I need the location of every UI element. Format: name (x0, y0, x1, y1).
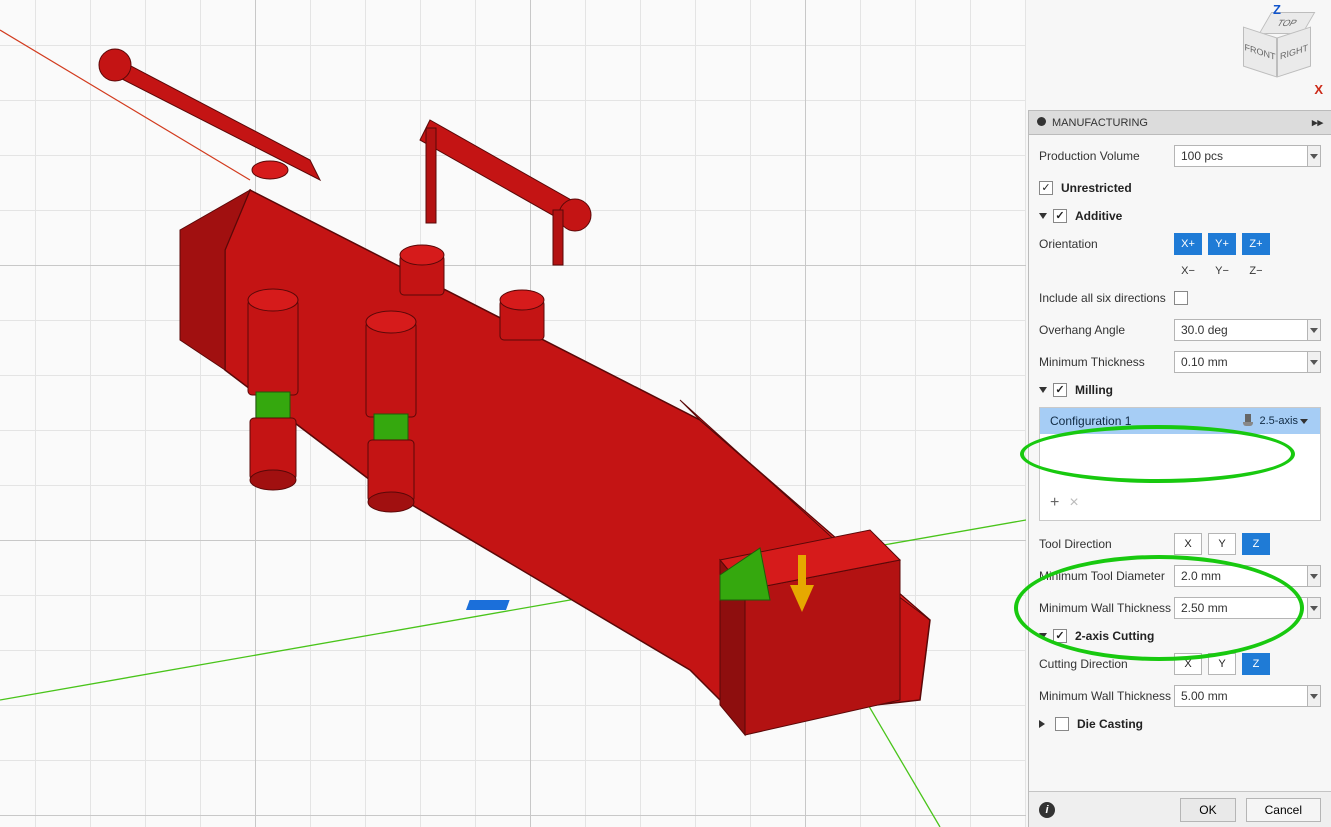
min-tool-dia-dropdown[interactable] (1308, 565, 1321, 587)
milling-min-wall-dropdown[interactable] (1308, 597, 1321, 619)
model-svg (0, 0, 1026, 827)
mill-icon (1242, 414, 1254, 428)
orient-x-plus[interactable]: X+ (1174, 233, 1202, 255)
section-additive[interactable]: Additive (1039, 209, 1321, 223)
tool-dir-z[interactable]: Z (1242, 533, 1270, 555)
add-config-button[interactable]: + (1050, 494, 1059, 512)
tool-direction-label: Tool Direction (1039, 537, 1174, 551)
orient-y-minus[interactable]: Y− (1208, 265, 1236, 277)
section-2axis[interactable]: 2-axis Cutting (1039, 629, 1321, 643)
two-axis-min-wall-label: Minimum Wall Thickness (1039, 689, 1174, 703)
additive-checkbox[interactable] (1053, 209, 1067, 223)
two-axis-min-wall-dropdown[interactable] (1308, 685, 1321, 707)
axis-x-label: X (1314, 82, 1323, 97)
cancel-button[interactable]: Cancel (1246, 798, 1321, 822)
panel-header[interactable]: MANUFACTURING ▸▸ (1029, 111, 1331, 135)
panel-footer: i OK Cancel (1029, 791, 1331, 827)
orient-z-plus[interactable]: Z+ (1242, 233, 1270, 255)
cutting-dir-y[interactable]: Y (1208, 653, 1236, 675)
two-axis-checkbox[interactable] (1053, 629, 1067, 643)
production-volume-label: Production Volume (1039, 149, 1174, 163)
milling-config-item[interactable]: Configuration 1 2.5-axis (1040, 408, 1320, 434)
panel-title: MANUFACTURING (1052, 117, 1148, 129)
viewport-3d[interactable] (0, 0, 1026, 827)
cutting-dir-label: Cutting Direction (1039, 657, 1174, 671)
milling-config-list: Configuration 1 2.5-axis + × (1039, 407, 1321, 521)
die-casting-checkbox[interactable] (1055, 717, 1069, 731)
milling-checkbox[interactable] (1053, 383, 1067, 397)
min-tool-dia-label: Minimum Tool Diameter (1039, 569, 1174, 583)
viewcube-front[interactable]: FRONT (1243, 26, 1277, 77)
overhang-dropdown[interactable] (1308, 319, 1321, 341)
unrestricted-checkbox[interactable] (1039, 181, 1053, 195)
viewcube-right[interactable]: RIGHT (1277, 26, 1311, 77)
milling-config-dropdown[interactable] (1298, 415, 1310, 427)
milling-min-wall-label: Minimum Wall Thickness (1039, 601, 1174, 615)
tool-dir-y[interactable]: Y (1208, 533, 1236, 555)
cutting-dir-x[interactable]: X (1174, 653, 1202, 675)
include-six-checkbox[interactable] (1174, 291, 1188, 305)
milling-min-wall-input[interactable] (1174, 597, 1308, 619)
axis-z-label: Z (1273, 2, 1281, 17)
min-tool-dia-input[interactable] (1174, 565, 1308, 587)
ok-button[interactable]: OK (1180, 798, 1235, 822)
min-thickness-input[interactable] (1174, 351, 1308, 373)
manufacturing-panel: MANUFACTURING ▸▸ Production Volume Unres… (1028, 110, 1331, 827)
min-thickness-label: Minimum Thickness (1039, 355, 1174, 369)
production-volume-input[interactable] (1174, 145, 1308, 167)
delete-config-button[interactable]: × (1069, 494, 1078, 512)
production-volume-dropdown[interactable] (1308, 145, 1321, 167)
unrestricted-label: Unrestricted (1061, 181, 1132, 195)
section-die-casting[interactable]: Die Casting (1039, 717, 1321, 731)
orient-x-minus[interactable]: X− (1174, 265, 1202, 277)
overhang-input[interactable] (1174, 319, 1308, 341)
min-thickness-dropdown[interactable] (1308, 351, 1321, 373)
orient-y-plus[interactable]: Y+ (1208, 233, 1236, 255)
cutting-dir-z[interactable]: Z (1242, 653, 1270, 675)
two-axis-min-wall-input[interactable] (1174, 685, 1308, 707)
tool-dir-x[interactable]: X (1174, 533, 1202, 555)
info-icon[interactable]: i (1039, 802, 1055, 818)
section-milling[interactable]: Milling (1039, 383, 1321, 397)
panel-expand-icon[interactable]: ▸▸ (1312, 116, 1323, 129)
view-cube[interactable]: TOP FRONT RIGHT Z X (1235, 8, 1321, 94)
orientation-label: Orientation (1039, 237, 1174, 251)
overhang-label: Overhang Angle (1039, 323, 1174, 337)
include-six-label: Include all six directions (1039, 291, 1174, 305)
orient-z-minus[interactable]: Z− (1242, 265, 1270, 277)
